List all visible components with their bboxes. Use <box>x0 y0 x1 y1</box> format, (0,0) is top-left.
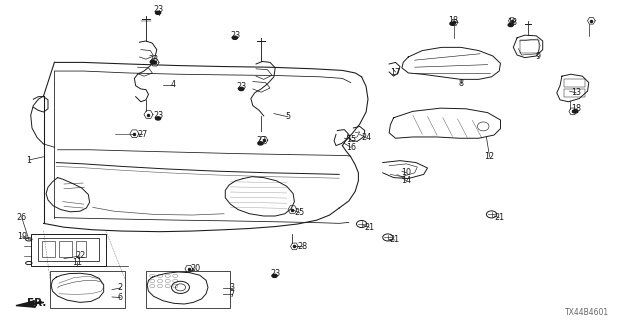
Text: 12: 12 <box>484 152 495 161</box>
Text: 9: 9 <box>535 52 540 60</box>
Text: 23: 23 <box>154 5 164 14</box>
Bar <box>146 271 230 308</box>
Text: 2: 2 <box>118 284 123 292</box>
Text: 21: 21 <box>364 223 374 232</box>
Text: 23: 23 <box>230 31 241 40</box>
Ellipse shape <box>272 274 277 277</box>
Ellipse shape <box>156 11 161 14</box>
Text: 3: 3 <box>229 284 234 292</box>
Bar <box>564 89 585 97</box>
Ellipse shape <box>573 110 578 113</box>
Text: 13: 13 <box>571 88 581 97</box>
Bar <box>564 79 585 87</box>
Bar <box>520 40 539 53</box>
Ellipse shape <box>258 142 263 145</box>
Bar <box>59 241 72 257</box>
Text: 21: 21 <box>494 213 504 222</box>
Text: 26: 26 <box>17 213 27 222</box>
Text: 15: 15 <box>346 135 356 144</box>
Text: 28: 28 <box>297 242 307 251</box>
Text: 19: 19 <box>17 232 27 241</box>
Text: TX44B4601: TX44B4601 <box>564 308 609 317</box>
Text: 23: 23 <box>154 111 164 120</box>
Ellipse shape <box>150 60 156 64</box>
Text: 11: 11 <box>72 258 82 267</box>
Text: 22: 22 <box>75 252 85 260</box>
Text: 25: 25 <box>294 208 305 217</box>
Text: 18: 18 <box>448 16 458 25</box>
Bar <box>76 241 86 257</box>
Text: 14: 14 <box>401 176 412 185</box>
Text: 27: 27 <box>137 130 147 139</box>
Ellipse shape <box>232 36 237 39</box>
Bar <box>38 238 99 261</box>
Text: 18: 18 <box>571 104 581 113</box>
Text: 23: 23 <box>237 82 247 91</box>
Bar <box>50 271 125 308</box>
Text: 17: 17 <box>390 68 401 76</box>
Text: 18: 18 <box>507 18 517 27</box>
Text: 23: 23 <box>270 269 280 278</box>
Text: 23: 23 <box>148 55 159 64</box>
Text: 4: 4 <box>170 80 175 89</box>
Text: 7: 7 <box>229 290 234 299</box>
Text: 20: 20 <box>190 264 200 273</box>
Ellipse shape <box>156 117 161 120</box>
Ellipse shape <box>239 87 244 91</box>
Ellipse shape <box>450 22 455 25</box>
Text: 24: 24 <box>361 133 371 142</box>
Polygon shape <box>16 301 44 307</box>
Text: 10: 10 <box>401 168 412 177</box>
Text: FR.: FR. <box>27 298 46 308</box>
Bar <box>31 234 106 266</box>
Text: 21: 21 <box>390 236 400 244</box>
Text: 5: 5 <box>285 112 291 121</box>
Text: 1: 1 <box>26 156 31 164</box>
Text: 6: 6 <box>118 293 123 302</box>
Text: 8: 8 <box>458 79 463 88</box>
Text: 16: 16 <box>346 143 356 152</box>
Bar <box>42 241 55 257</box>
Text: 23: 23 <box>256 136 266 145</box>
Ellipse shape <box>508 23 513 27</box>
